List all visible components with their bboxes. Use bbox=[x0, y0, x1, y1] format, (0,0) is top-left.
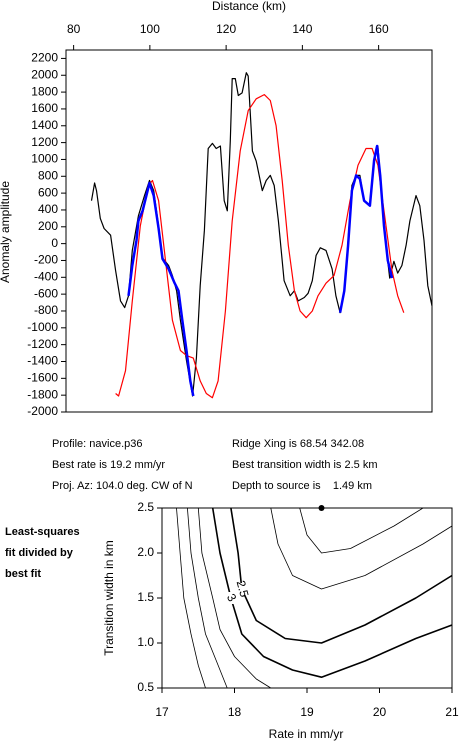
y-tick-label: -1200 bbox=[27, 337, 58, 351]
x-tick-label: 120 bbox=[216, 22, 236, 36]
y-tick-label: 1.0 bbox=[137, 635, 154, 649]
contour-line bbox=[176, 507, 206, 689]
x-tick-label: 100 bbox=[140, 22, 160, 36]
y-tick-label: -1400 bbox=[27, 354, 58, 368]
y-tick-label: 0 bbox=[51, 236, 58, 250]
x-tick-label: 18 bbox=[228, 705, 242, 719]
contour-label-bg bbox=[234, 583, 249, 595]
y-tick-label: -200 bbox=[34, 253, 58, 267]
contour-label-bg bbox=[223, 592, 238, 604]
y-tick-label: 400 bbox=[38, 202, 58, 216]
y-tick-label: 1600 bbox=[31, 101, 58, 115]
note: Least-squares bbox=[5, 526, 80, 538]
y-tick-label: 1800 bbox=[31, 84, 58, 98]
contour-line bbox=[187, 507, 228, 689]
y-tick-label: 1400 bbox=[31, 118, 58, 132]
x-tick-label: 17 bbox=[155, 705, 169, 719]
info-text: Best rate is 19.2 mm/yr bbox=[52, 459, 165, 471]
x-tick-label: 80 bbox=[67, 22, 81, 36]
contour-line bbox=[270, 507, 453, 590]
y-tick-label: 1200 bbox=[31, 135, 58, 149]
y-tick-label: 2000 bbox=[31, 67, 58, 81]
contour-line bbox=[299, 507, 424, 554]
y-tick-label: 200 bbox=[38, 219, 58, 233]
y-tick-label: 800 bbox=[38, 168, 58, 182]
x-tick-label: 140 bbox=[292, 22, 312, 36]
y-tick-label: 0.5 bbox=[137, 680, 154, 694]
x-tick-label: 160 bbox=[369, 22, 389, 36]
x-tick-label: 19 bbox=[300, 705, 314, 719]
x-tick-label: 20 bbox=[373, 705, 387, 719]
contour-label: 2.5 bbox=[234, 579, 252, 599]
info-text: Profile: navice.p36 bbox=[52, 438, 143, 450]
contour-line bbox=[211, 507, 453, 678]
x-axis-label: Distance (km) bbox=[212, 0, 286, 13]
y-tick-label: -1000 bbox=[27, 320, 58, 334]
note: fit divided by bbox=[5, 547, 74, 559]
y-tick-label: -1800 bbox=[27, 387, 58, 401]
y-axis-label: Anomaly amplitude bbox=[0, 181, 12, 283]
y-tick-label: -600 bbox=[34, 286, 58, 300]
contour-line bbox=[197, 507, 272, 689]
info-text: Best transition width is 2.5 km bbox=[232, 459, 378, 471]
y-axis-label: Transition width in km bbox=[102, 540, 116, 656]
y-tick-label: 1.5 bbox=[137, 590, 154, 604]
y-tick-label: 2.5 bbox=[137, 500, 154, 514]
contour-line bbox=[230, 507, 453, 644]
note: best fit bbox=[5, 568, 41, 580]
y-tick-label: -2000 bbox=[27, 404, 58, 418]
info-text: Ridge Xing is 68.54 342.08 bbox=[232, 438, 364, 450]
line-series bbox=[115, 94, 405, 399]
y-tick-label: -400 bbox=[34, 269, 58, 283]
y-tick-label: 2200 bbox=[31, 51, 58, 65]
y-tick-label: 600 bbox=[38, 185, 58, 199]
line-series bbox=[90, 72, 433, 397]
info-text: Depth to source is 1.49 km bbox=[232, 480, 372, 492]
y-tick-label: -1600 bbox=[27, 370, 58, 384]
y-tick-label: 1000 bbox=[31, 152, 58, 166]
plot-frame bbox=[65, 49, 433, 413]
x-tick-label: 21 bbox=[445, 705, 459, 719]
y-tick-label: 2.0 bbox=[137, 545, 154, 559]
best-fit-point bbox=[318, 505, 325, 511]
y-tick-label: -800 bbox=[34, 303, 58, 317]
x-axis-label: Rate in mm/yr bbox=[269, 727, 344, 741]
info-text: Proj. Az: 104.0 deg. CW of N bbox=[52, 480, 193, 492]
line-series bbox=[127, 144, 394, 397]
